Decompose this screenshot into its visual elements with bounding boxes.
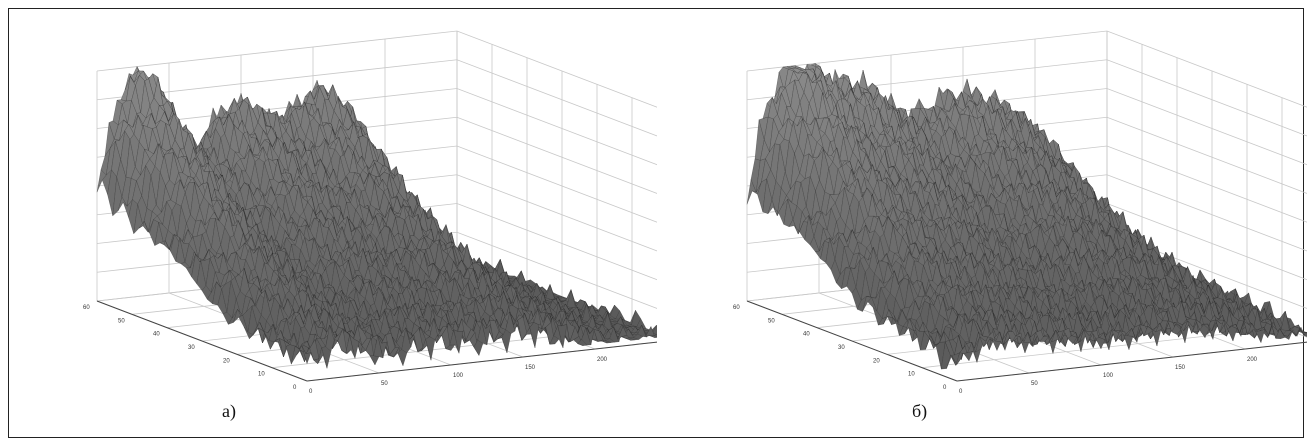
surface-plot-b-svg: 0 50 100 150 200 0 10 20 30 40 50 60 — [733, 30, 1307, 395]
wall-grid-line — [96, 88, 657, 166]
surface-plot-a: 0 50 100 150 200 0 10 20 30 40 50 60 а) — [17, 9, 657, 429]
x-tick-label: 0 — [959, 389, 963, 395]
y-tick-label: 0 — [943, 385, 947, 391]
y-tick-label: 60 — [733, 305, 740, 311]
x-tick-label: 150 — [1175, 365, 1186, 371]
wall-grid-line — [96, 30, 657, 108]
y-tick-label: 40 — [153, 332, 160, 338]
surface-plot-a-svg: 0 50 100 150 200 0 10 20 30 40 50 60 — [83, 30, 657, 395]
y-tick-label: 30 — [838, 345, 845, 351]
wall-grid-line — [746, 30, 1307, 108]
x-tick-label: 200 — [1247, 357, 1258, 363]
surface-mesh — [746, 63, 1307, 370]
y-tick-label: 10 — [258, 372, 265, 378]
surface-patch — [369, 355, 380, 366]
y-tick-label: 0 — [293, 385, 297, 391]
floor-grid-line — [921, 327, 1283, 369]
x-tick-label: 100 — [453, 373, 464, 379]
y-tick-label: 60 — [83, 305, 90, 311]
y-axis — [746, 300, 958, 382]
x-axis — [306, 341, 657, 382]
y-tick-label: 40 — [803, 332, 810, 338]
y-tick-label: 50 — [118, 318, 125, 324]
y-tick-label: 10 — [908, 372, 915, 378]
surface-patch — [652, 324, 657, 335]
caption-a: а) — [222, 401, 236, 421]
surface-patch — [425, 336, 436, 361]
y-tick-label: 30 — [188, 345, 195, 351]
x-tick-label: 0 — [309, 389, 313, 395]
surface-plot-b: 0 50 100 150 200 0 10 20 30 40 50 60 б) — [667, 9, 1307, 429]
wall-grid-line — [96, 59, 657, 137]
x-tick-label: 50 — [381, 381, 388, 387]
x-tick-label: 150 — [525, 365, 536, 371]
y-tick-label: 20 — [873, 358, 880, 364]
y-axis — [96, 300, 308, 382]
x-tick-label: 50 — [1031, 381, 1038, 387]
x-tick-label: 200 — [597, 357, 608, 363]
y-tick-label: 20 — [223, 358, 230, 364]
x-axis — [956, 341, 1307, 382]
surface-patch — [529, 322, 540, 348]
x-tick-label: 100 — [1103, 373, 1114, 379]
surface-patch — [653, 334, 657, 337]
figure-frame: 0 50 100 150 200 0 10 20 30 40 50 60 а) 0 50 100 150 20… — [8, 8, 1307, 438]
y-tick-label: 50 — [768, 318, 775, 324]
surface-mesh — [96, 66, 657, 369]
